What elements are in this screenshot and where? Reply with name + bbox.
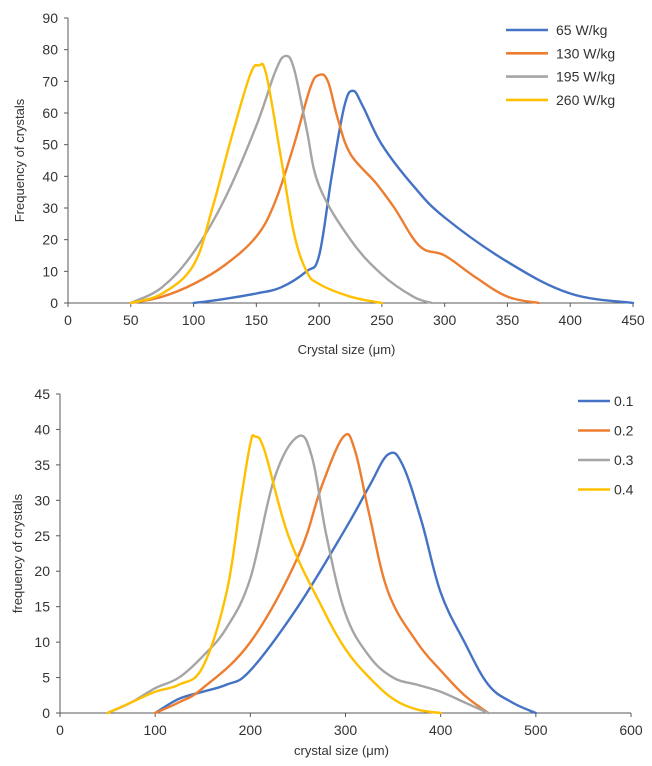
series-line-3: [129, 54, 434, 305]
series-line-2: [153, 432, 490, 715]
y-tick-label: 60: [42, 105, 58, 121]
y-tick-label: 45: [34, 386, 50, 402]
y-axis-title: Frequency of crystals: [12, 98, 27, 222]
y-tick-label: 30: [42, 200, 58, 216]
series-line-4: [106, 433, 442, 715]
y-axis-title: frequency of crystals: [10, 493, 25, 613]
x-tick-label: 450: [621, 312, 645, 328]
y-tick-label: 5: [42, 670, 50, 686]
legend-label-1: 65 W/kg: [556, 22, 607, 38]
x-axis-title: crystal size (μm): [294, 743, 389, 758]
x-tick-label: 400: [559, 312, 583, 328]
y-tick-label: 35: [34, 457, 50, 473]
y-tick-label: 90: [42, 10, 58, 26]
y-tick-label: 40: [34, 421, 50, 437]
y-tick-label: 30: [34, 492, 50, 508]
y-tick-label: 70: [42, 73, 58, 89]
x-tick-label: 50: [123, 312, 139, 328]
legend-label-4: 0.4: [614, 482, 634, 498]
y-tick-label: 0: [50, 295, 58, 311]
x-axis-title: Crystal size (μm): [298, 342, 396, 357]
y-tick-label: 10: [34, 634, 50, 650]
series-line-2: [129, 73, 541, 305]
x-tick-label: 100: [182, 312, 206, 328]
y-tick-label: 25: [34, 528, 50, 544]
x-tick-label: 500: [524, 722, 548, 738]
series-line-3: [106, 434, 490, 715]
legend-label-3: 195 W/kg: [556, 69, 615, 85]
y-tick-label: 15: [34, 599, 50, 615]
y-tick-label: 50: [42, 137, 58, 153]
x-tick-label: 350: [496, 312, 520, 328]
y-tick-label: 20: [34, 563, 50, 579]
legend-label-2: 130 W/kg: [556, 45, 615, 61]
x-tick-label: 100: [143, 722, 167, 738]
chart-bottom: 0 5 10 15 20 25 30 35 40 45 0 100 200 300 400 500 600 cry…: [10, 386, 643, 758]
legend-label-2: 0.2: [614, 423, 634, 439]
series-line-1: [192, 89, 635, 305]
x-tick-label: 0: [64, 312, 72, 328]
x-tick-label: 200: [239, 722, 263, 738]
x-tick-label: 400: [429, 722, 453, 738]
y-tick-label: 0: [42, 705, 50, 721]
x-tick-label: 300: [433, 312, 457, 328]
chart-top: 0 10 20 30 40 50 60 70 80 90 0 50 100 150 200 250 300 350…: [12, 10, 645, 357]
series-line-1: [153, 451, 538, 715]
series-line-4: [129, 62, 384, 305]
x-tick-label: 300: [334, 722, 358, 738]
y-tick-label: 40: [42, 168, 58, 184]
y-tick-label: 10: [42, 263, 58, 279]
y-tick-label: 20: [42, 232, 58, 248]
y-tick-label: 80: [42, 42, 58, 58]
x-tick-label: 0: [56, 722, 64, 738]
x-tick-label: 200: [307, 312, 331, 328]
x-tick-label: 250: [370, 312, 394, 328]
legend-label-4: 260 W/kg: [556, 92, 615, 108]
x-tick-label: 600: [619, 722, 643, 738]
legend-label-1: 0.1: [614, 393, 634, 409]
legend-label-3: 0.3: [614, 452, 634, 468]
x-tick-label: 150: [245, 312, 269, 328]
